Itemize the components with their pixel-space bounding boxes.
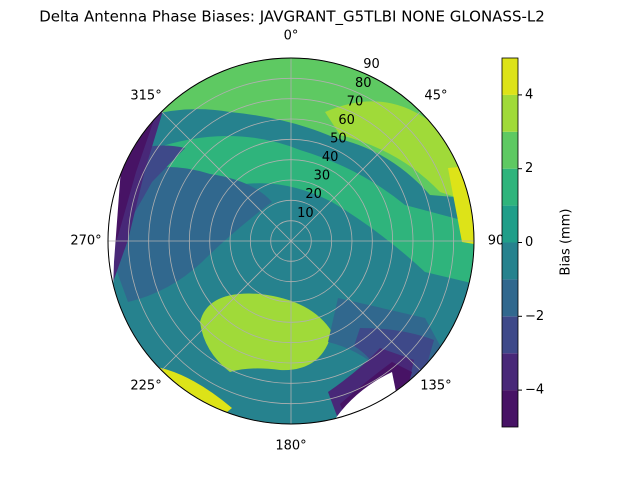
colorbar-tick-label: 4 bbox=[525, 87, 533, 102]
colorbar-band bbox=[502, 390, 518, 427]
chart-title: Delta Antenna Phase Biases: JAVGRANT_G5T… bbox=[39, 8, 545, 27]
theta-tick-label: 270° bbox=[70, 234, 101, 249]
contour-region bbox=[200, 293, 332, 372]
r-tick-label: 90 bbox=[363, 57, 380, 72]
r-tick-label: 60 bbox=[338, 113, 355, 128]
contour-region bbox=[112, 166, 272, 302]
colorbar-band bbox=[502, 58, 518, 95]
r-tick-label: 80 bbox=[355, 76, 372, 91]
r-tick-label: 50 bbox=[330, 131, 347, 146]
colorbar-band bbox=[502, 242, 518, 280]
grid-line bbox=[290, 111, 421, 242]
polar-frame bbox=[107, 57, 475, 425]
colorbar-tick-label: 0 bbox=[525, 235, 533, 250]
contour-region bbox=[150, 136, 474, 285]
theta-tick-label: 315° bbox=[130, 89, 161, 104]
colorbar-band bbox=[502, 131, 518, 169]
colorbar-band bbox=[502, 94, 518, 132]
theta-tick-label: 0° bbox=[284, 29, 299, 44]
r-tick-label: 20 bbox=[305, 187, 322, 202]
grid-line bbox=[161, 111, 292, 242]
colorbar-label: Bias (mm) bbox=[559, 209, 574, 276]
contour-region bbox=[108, 108, 158, 262]
colorbar-band bbox=[502, 205, 518, 243]
theta-tick-label: 135° bbox=[420, 378, 451, 393]
r-tick-label: 40 bbox=[322, 150, 339, 165]
grid-line bbox=[161, 240, 292, 371]
colorbar-band bbox=[502, 353, 518, 391]
grid-line bbox=[290, 240, 421, 371]
r-tick-label: 10 bbox=[297, 206, 314, 221]
colorbar-tick-label: −2 bbox=[525, 309, 544, 324]
axes: 0° 45° 90 135° 180° 225° 270° 315° 10 20 30 40 50 60 7… bbox=[70, 29, 504, 454]
r-tick-label: 30 bbox=[314, 169, 331, 184]
colorbar-band bbox=[502, 279, 518, 317]
theta-tick-label: 180° bbox=[275, 439, 306, 454]
r-tick-label: 70 bbox=[347, 94, 364, 109]
colorbar-tick-label: 2 bbox=[525, 161, 533, 176]
theta-tick-label: 45° bbox=[424, 89, 447, 104]
colorbar-tick-label: −4 bbox=[525, 383, 544, 398]
colorbar-band bbox=[502, 168, 518, 206]
colorbar-band bbox=[502, 316, 518, 354]
theta-tick-label: 225° bbox=[130, 378, 161, 393]
theta-tick-label: 90 bbox=[488, 234, 505, 249]
